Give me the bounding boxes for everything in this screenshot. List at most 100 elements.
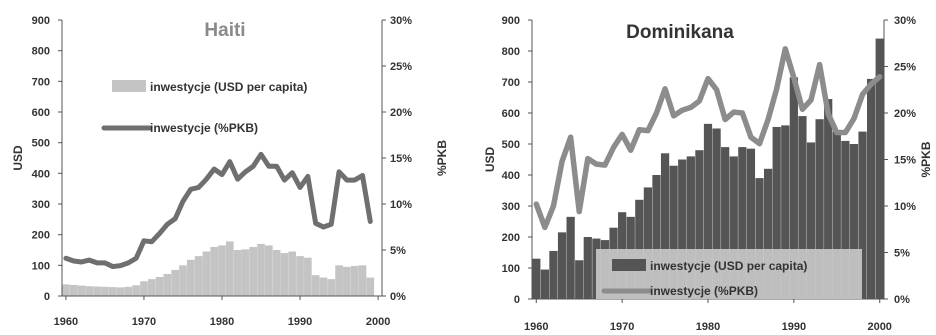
haiti-ytick-300: 300	[32, 199, 50, 211]
haiti-bar-1973	[163, 273, 172, 296]
haiti-ytick-900: 900	[32, 15, 50, 27]
haiti-bar-1988	[280, 253, 289, 296]
haiti-ytick-600: 600	[32, 107, 50, 119]
dominikana-title: Dominikana	[626, 22, 734, 43]
haiti-bar-1997	[350, 265, 359, 296]
haiti-bar-1993	[319, 277, 328, 296]
dominikana-legend-bar-label: inwestycje (USD per capita)	[650, 259, 807, 273]
haiti-y2tick-10pct: 10%	[390, 199, 412, 211]
dominikana-y2tick-25pct: 25%	[894, 62, 916, 74]
dominikana-bar-1990	[789, 77, 798, 299]
haiti-bar-1968	[124, 286, 133, 296]
haiti-bar-1976	[186, 259, 195, 296]
dominikana-ytick-700: 700	[502, 77, 520, 89]
dominikana-xtick-1970: 1970	[610, 321, 634, 333]
dominikana-bar-1962	[549, 250, 558, 299]
haiti-title: Haiti	[204, 20, 245, 41]
haiti-xtick-1970: 1970	[132, 316, 156, 328]
dominikana-bar-1987	[763, 168, 773, 299]
dominikana-bar-1996	[841, 140, 850, 299]
haiti-y2label: %PKB	[435, 140, 449, 176]
dominikana-bar-1975	[660, 153, 670, 299]
haiti-ytick-100: 100	[32, 260, 50, 272]
dominikana-bar-1961	[540, 269, 549, 299]
dominikana-xtick-2000: 2000	[867, 321, 891, 333]
haiti-bar-1969	[132, 285, 140, 296]
haiti-bar-1998	[358, 265, 367, 296]
haiti-bar-1979	[210, 246, 219, 296]
dominikana-bar-1974	[652, 175, 661, 299]
haiti-bar-1989	[288, 251, 297, 296]
haiti-bar-1995	[335, 265, 343, 296]
haiti-ylabel: USD	[11, 145, 25, 171]
dominikana-bar-1982	[721, 147, 730, 299]
dominikana-bar-1995	[832, 131, 841, 299]
dominikana-bar-1997	[849, 144, 859, 299]
dominikana-bar-1977	[678, 159, 687, 299]
dominikana-bar-2000	[875, 38, 884, 299]
dominikana-bar-1978	[686, 156, 695, 299]
haiti-bar-1972	[155, 276, 164, 296]
haiti-y2tick-20pct: 20%	[390, 107, 412, 119]
haiti-bar-1977	[194, 256, 203, 296]
haiti-bar-1985	[257, 243, 265, 296]
dominikana-bar-1991	[798, 116, 807, 299]
dominikana-bar-1986	[755, 178, 764, 299]
dominikana-legend-bar-swatch	[612, 259, 646, 271]
dominikana-bar-1988	[772, 126, 781, 299]
dominikana-bar-1979	[695, 150, 704, 299]
haiti-bar-1994	[327, 279, 336, 296]
dominikana-line-series	[533, 46, 883, 231]
haiti-bar-1963	[85, 286, 94, 296]
haiti-legend-line-label: inwestycje (%PKB)	[150, 121, 258, 135]
haiti-y2tick-0pct: 0%	[390, 291, 406, 303]
haiti-bar-1996	[343, 266, 351, 296]
dominikana-bar-1976	[669, 165, 678, 299]
dominikana-ytick-300: 300	[502, 201, 520, 213]
dominikana-bar-1985	[746, 148, 756, 299]
dominikana-xtick-1990: 1990	[782, 321, 806, 333]
haiti-bar-1964	[93, 286, 101, 296]
dominikana-y2tick-20pct: 20%	[894, 108, 916, 120]
dominikana-bar-1999	[867, 78, 876, 300]
haiti-bar-1960	[62, 284, 70, 296]
dominikana-legend-line-label: inwestycje (%PKB)	[650, 284, 758, 298]
dominikana-bar-1983	[729, 156, 738, 299]
dominikana-xtick-1980: 1980	[696, 321, 720, 333]
haiti-xtick-1990: 1990	[288, 316, 312, 328]
haiti-bar-1965	[101, 286, 109, 296]
dominikana-ytick-600: 600	[502, 108, 520, 120]
dominikana-y2label: %PKB	[919, 141, 933, 177]
dominikana-ytick-0: 0	[514, 294, 520, 306]
haiti-ytick-700: 700	[32, 76, 50, 88]
haiti-bar-1961	[69, 284, 78, 296]
haiti-bar-1992	[311, 275, 320, 296]
haiti-bar-1990	[296, 256, 304, 296]
haiti-bar-1982	[233, 250, 242, 296]
haiti-bar-1970	[140, 281, 148, 296]
haiti-bar-1971	[147, 279, 156, 296]
haiti-bar-1978	[202, 251, 211, 296]
haiti-line-series	[63, 151, 373, 270]
haiti-bar-1999	[366, 277, 375, 296]
haiti-y2tick-25pct: 25%	[390, 61, 412, 73]
haiti-y2tick-5pct: 5%	[390, 245, 406, 257]
dominikana-bar-1998	[858, 131, 867, 299]
dominikana-bar-1966	[583, 237, 592, 299]
haiti-bar-1983	[241, 249, 250, 296]
haiti-bar-1962	[77, 285, 86, 296]
haiti-legend-bar-swatch	[112, 80, 146, 92]
haiti-bar-1981	[225, 241, 234, 296]
dominikana-y2tick-10pct: 10%	[894, 201, 916, 213]
dominikana-bar-1984	[738, 147, 747, 299]
dominikana-bar-1989	[781, 125, 790, 300]
haiti-y2tick-30pct: 30%	[390, 15, 412, 27]
haiti-xtick-1980: 1980	[210, 316, 234, 328]
dominikana-bar-1981	[712, 128, 721, 299]
dominikana-ytick-500: 500	[502, 139, 520, 151]
haiti-bar-1991	[304, 257, 312, 296]
dominikana-bar-1993	[815, 119, 824, 299]
dominikana-ytick-800: 800	[502, 46, 520, 58]
